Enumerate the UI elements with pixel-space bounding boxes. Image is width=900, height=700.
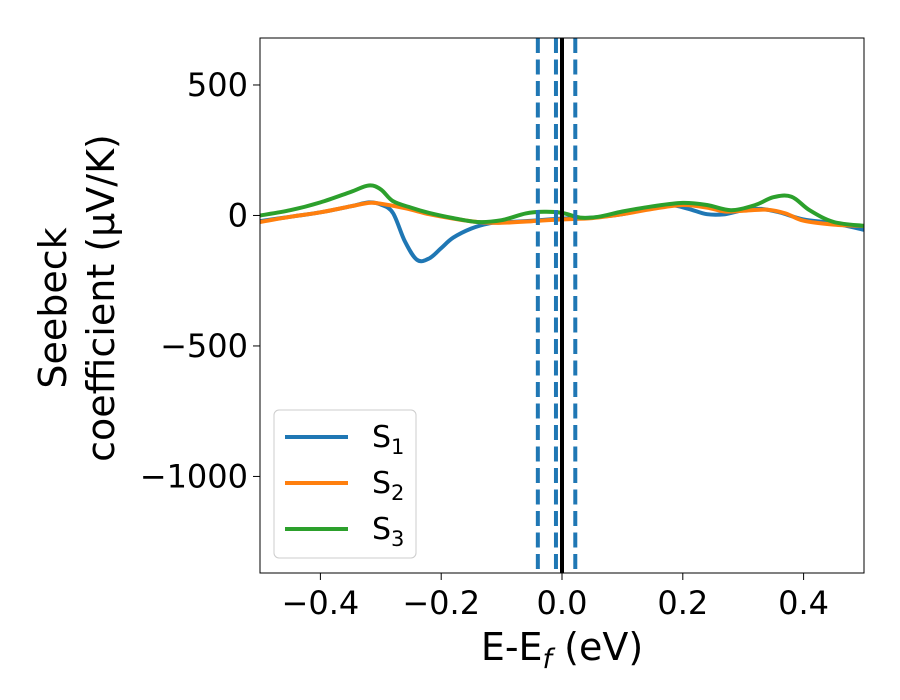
- x-tick-label: −0.4: [282, 584, 360, 622]
- x-axis-label: E-Ef (eV): [481, 625, 643, 675]
- y-axis-label-line2: coefficient (μV/K): [79, 134, 123, 462]
- plot-content: [260, 38, 864, 573]
- y-tick-label: −500: [160, 327, 248, 365]
- x-axis-ticks: −0.4 −0.2 0.0 0.2 0.4: [282, 573, 829, 622]
- y-tick-label: −1000: [140, 457, 248, 495]
- series-line-3: [260, 183, 864, 228]
- legend-label-2: S2: [372, 466, 404, 505]
- y-axis-label-line1: Seebeck: [31, 227, 75, 388]
- x-tick-label: 0.0: [537, 584, 588, 622]
- y-tick-label: 0: [228, 196, 248, 234]
- y-tick-label: 500: [187, 66, 248, 104]
- y-axis-ticks: 500 0 −500 −1000: [140, 66, 260, 495]
- legend-label-1: S1: [372, 420, 404, 459]
- x-tick-label: 0.2: [657, 584, 708, 622]
- x-tick-label: −0.2: [402, 584, 480, 622]
- x-tick-label: 0.4: [778, 584, 829, 622]
